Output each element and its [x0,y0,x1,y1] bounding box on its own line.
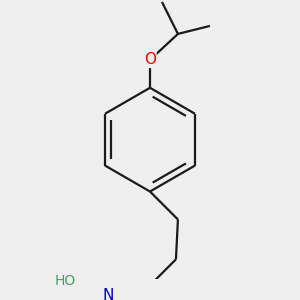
Text: O: O [144,52,156,68]
Text: HO: HO [55,274,76,288]
Text: N: N [102,288,114,300]
